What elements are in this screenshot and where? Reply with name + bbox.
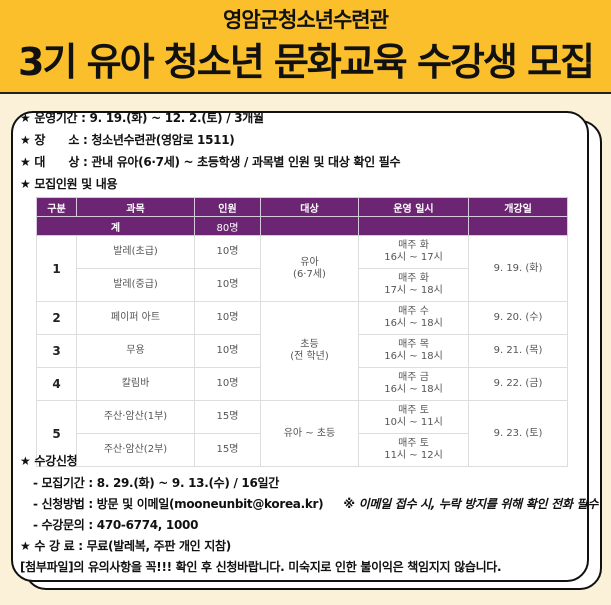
time: 매주 토 11시 ~ 12시 <box>358 433 469 467</box>
apply-method: - 신청방법 : 방문 및 이메일(mooneunbit@korea.kr) <box>33 497 324 511</box>
table-row: 5 주산·암산(1부) 15명 유아 ~ 초등 매주 토 10시 ~ 11시 9… <box>36 400 568 467</box>
start-date: 9. 23. (토) <box>468 400 568 467</box>
apply-method-line: - 신청방법 : 방문 및 이메일(mooneunbit@korea.kr) ※ … <box>33 495 598 512</box>
col-header: 구분 <box>36 197 77 217</box>
start-date: 9. 21. (목) <box>468 334 568 368</box>
target: 유아 ~ 초등 <box>260 400 359 467</box>
subject: 칼림바 <box>76 367 195 401</box>
count: 10명 <box>194 301 261 335</box>
subject: 무용 <box>76 334 195 368</box>
time: 매주 토 10시 ~ 11시 <box>358 400 469 434</box>
row-no: 2 <box>36 301 77 335</box>
start-date: 9. 20. (수) <box>468 301 568 335</box>
subject: 주산·암산(2부) <box>76 433 195 467</box>
total-label: 계 <box>36 216 195 236</box>
apply-title: ★ 수강신청 <box>20 454 78 468</box>
apply-method-note: ※ 이메일 접수 시, 누락 방지를 위해 확인 전화 필수 <box>343 497 598 511</box>
start-date: 9. 19. (화) <box>468 235 568 302</box>
page-title: 3기 유아 청소년 문화교육 수강생 모집 <box>18 40 595 84</box>
count: 10명 <box>194 334 261 368</box>
time: 매주 목 16시 ~ 18시 <box>358 334 469 368</box>
info-period: ★ 운영기간 : 9. 19.(화) ~ 12. 2.(토) / 3개월 <box>20 111 264 125</box>
col-header: 운영 일시 <box>358 197 469 217</box>
header-banner: 영암군청소년수련관 3기 유아 청소년 문화교육 수강생 모집 <box>0 0 611 94</box>
count: 10명 <box>194 235 261 269</box>
row-no: 1 <box>36 235 77 302</box>
subject: 주산·암산(1부) <box>76 400 195 434</box>
count: 15명 <box>194 433 261 467</box>
start-date: 9. 22. (금) <box>468 367 568 401</box>
time: 매주 화 16시 ~ 17시 <box>358 235 469 269</box>
row-no: 5 <box>36 400 77 467</box>
table-row: 발레(중급) 10명 매주 화 17시 ~ 18시 <box>37 268 568 302</box>
total-count: 80명 <box>194 216 261 236</box>
count: 10명 <box>194 268 261 302</box>
table-row: 주산·암산(2부) 15명 매주 토 11시 ~ 12시 <box>37 433 568 467</box>
row-no: 3 <box>36 334 77 368</box>
table-header-row: 구분 과목 인원 대상 운영 일시 개강일 <box>36 197 568 217</box>
time: 매주 화 17시 ~ 18시 <box>358 268 469 302</box>
table-row: 1 발레(초급) 10명 유아 (6·7세) 매주 화 16시 ~ 17시 9.… <box>36 235 568 302</box>
col-header: 대상 <box>260 197 359 217</box>
apply-contact: - 수강문의 : 470-6774, 1000 <box>33 518 199 532</box>
row-no: 4 <box>36 367 77 401</box>
info-target: ★ 대 상 : 관내 유아(6·7세) ~ 초등학생 / 과목별 인원 및 대상… <box>20 155 401 169</box>
subject: 발레(중급) <box>76 268 195 302</box>
notice: [첨부파일]의 유의사항을 꼭!!! 확인 후 신청바랍니다. 미숙지로 인한 … <box>20 560 502 574</box>
org-name: 영암군청소년수련관 <box>223 8 389 32</box>
subject: 페이퍼 아트 <box>76 301 195 335</box>
target: 유아 (6·7세) <box>260 235 359 302</box>
count: 10명 <box>194 367 261 401</box>
target: 초등 (전 학년) <box>260 301 359 401</box>
subject: 발레(초급) <box>76 235 195 269</box>
col-header: 과목 <box>76 197 195 217</box>
info-recruit: ★ 모집인원 및 내용 <box>20 177 118 191</box>
time: 매주 수 16시 ~ 18시 <box>358 301 469 335</box>
apply-period: - 모집기간 : 8. 29.(화) ~ 9. 13.(수) / 16일간 <box>33 476 280 490</box>
table-row: 2 페이퍼 아트 10명 초등 (전 학년) 매주 수 16시 ~ 18시 9.… <box>36 301 568 401</box>
time: 매주 금 16시 ~ 18시 <box>358 367 469 401</box>
fee: ★ 수 강 료 : 무료(발레복, 주판 개인 지참) <box>20 539 231 553</box>
col-header: 인원 <box>194 197 261 217</box>
info-place: ★ 장 소 : 청소년수련관(영암로 1511) <box>20 133 235 147</box>
table-row: 4 칼림바 10명 매주 금 16시 ~ 18시 9. 22. (금) <box>36 367 568 401</box>
count: 15명 <box>194 400 261 434</box>
total-row: 계 80명 <box>36 216 568 236</box>
col-header: 개강일 <box>468 197 568 217</box>
course-table: 구분 과목 인원 대상 운영 일시 개강일 계 80명 1 발레(초급) 10명… <box>36 197 568 467</box>
